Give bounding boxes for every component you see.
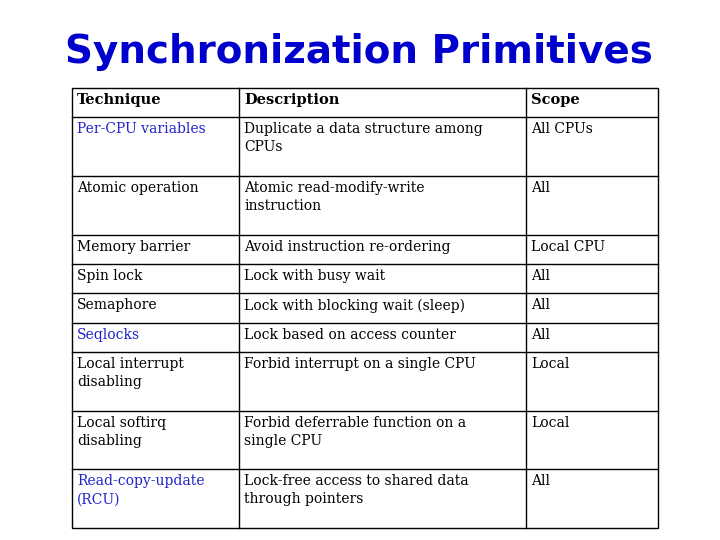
Text: All: All — [531, 298, 550, 312]
Text: Local CPU: Local CPU — [531, 240, 606, 254]
Text: Atomic operation: Atomic operation — [77, 181, 199, 195]
Text: Read-copy-update
(RCU): Read-copy-update (RCU) — [77, 474, 204, 506]
Bar — [72, 88, 658, 528]
Text: Lock based on access counter: Lock based on access counter — [244, 328, 456, 342]
Text: Semaphore: Semaphore — [77, 298, 158, 312]
Text: All: All — [531, 328, 550, 342]
Text: Seqlocks: Seqlocks — [77, 328, 140, 342]
Text: Scope: Scope — [531, 93, 580, 107]
Text: Description: Description — [244, 93, 339, 107]
Text: Forbid deferrable function on a
single CPU: Forbid deferrable function on a single C… — [244, 416, 466, 448]
Text: Avoid instruction re-ordering: Avoid instruction re-ordering — [244, 240, 451, 254]
Text: Lock with blocking wait (sleep): Lock with blocking wait (sleep) — [244, 298, 465, 313]
Text: Spin lock: Spin lock — [77, 269, 143, 283]
Text: Forbid interrupt on a single CPU: Forbid interrupt on a single CPU — [244, 357, 476, 371]
Text: Local interrupt
disabling: Local interrupt disabling — [77, 357, 184, 389]
Text: Atomic read-modify-write
instruction: Atomic read-modify-write instruction — [244, 181, 425, 213]
Text: Local: Local — [531, 357, 570, 371]
Text: Memory barrier: Memory barrier — [77, 240, 190, 254]
Text: All CPUs: All CPUs — [531, 123, 593, 136]
Text: All: All — [531, 474, 550, 488]
Text: Technique: Technique — [77, 93, 161, 107]
Text: Lock with busy wait: Lock with busy wait — [244, 269, 385, 283]
Text: Synchronization Primitives: Synchronization Primitives — [65, 33, 653, 71]
Text: All: All — [531, 269, 550, 283]
Text: Per-CPU variables: Per-CPU variables — [77, 123, 206, 136]
Text: Lock-free access to shared data
through pointers: Lock-free access to shared data through … — [244, 474, 469, 506]
Text: Duplicate a data structure among
CPUs: Duplicate a data structure among CPUs — [244, 123, 482, 154]
Text: Local softirq
disabling: Local softirq disabling — [77, 416, 166, 448]
Text: All: All — [531, 181, 550, 195]
Text: Local: Local — [531, 416, 570, 430]
